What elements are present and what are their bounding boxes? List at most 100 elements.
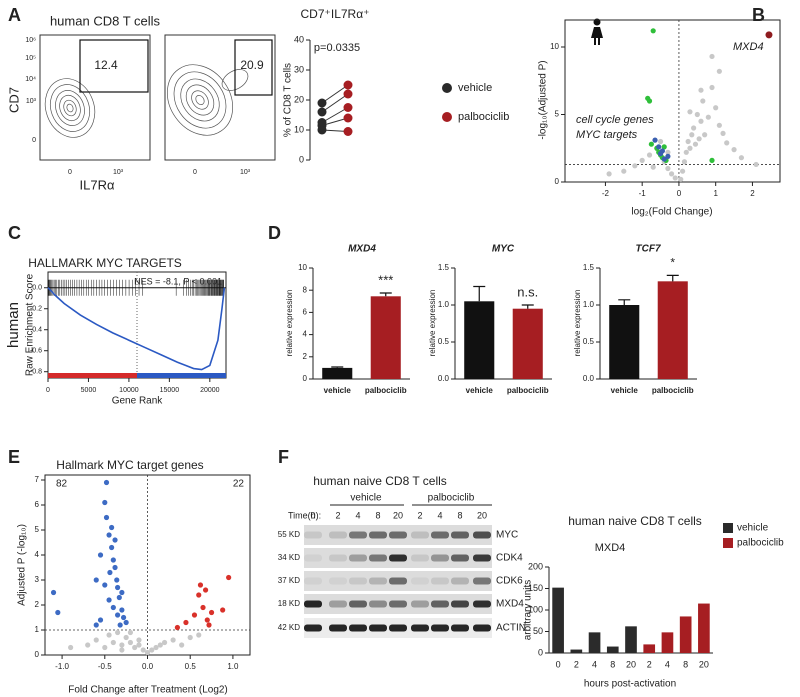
y-tick-label: 6 [303, 308, 308, 317]
y-tick-label: 150 [528, 583, 543, 593]
blot-band [411, 577, 429, 585]
point [153, 644, 159, 651]
x-tick-label: 2 [647, 659, 652, 669]
time-point: 4 [437, 510, 442, 520]
point [140, 647, 146, 653]
time-point: 20 [477, 510, 487, 520]
marker-size: 37 KD [278, 576, 300, 585]
y-tick-label: 3 [35, 575, 40, 584]
legend-marker [442, 83, 452, 93]
time-point: 2 [417, 510, 422, 520]
gate [79, 39, 149, 93]
point [646, 98, 653, 104]
point [661, 156, 667, 162]
point [149, 647, 155, 653]
point [161, 639, 168, 646]
blot-band [411, 600, 429, 608]
error-bar [379, 292, 392, 297]
blot-band [329, 554, 347, 562]
x-tick-label: 5000 [81, 387, 97, 394]
point [698, 118, 704, 124]
x-tick-label: -1 [639, 189, 647, 198]
point [713, 105, 719, 111]
annotation: NES = -8.1, P < 0.001 [134, 276, 222, 286]
blot-band [304, 600, 322, 608]
y-tick-label: 1.0 [438, 300, 450, 309]
point [109, 544, 115, 551]
point [665, 153, 671, 159]
marker-size: 18 KD [278, 599, 300, 608]
point [109, 524, 115, 531]
point [136, 642, 142, 648]
x-tick-label: palbociclib [652, 386, 694, 395]
y-axis-label: Adjusted P (-log₁₀) [17, 524, 28, 606]
y-tick-label: 0.0 [583, 374, 595, 383]
blot-band [349, 600, 367, 608]
x-tick-label: 2 [750, 189, 755, 198]
point [206, 622, 212, 628]
blot-band [473, 577, 491, 585]
y-axis-label: -log₁₀(Adjusted P) [538, 60, 549, 139]
chart-title: CD7⁺IL7Rα⁺ [301, 7, 370, 21]
y-tick-label: 0 [35, 650, 40, 659]
chart-title: MXD4 [348, 244, 376, 255]
point [656, 144, 662, 150]
point [55, 609, 61, 616]
bar [661, 632, 674, 653]
point [110, 557, 116, 563]
flow-y-label: CD7 [6, 87, 21, 113]
annotation: n.s. [517, 284, 538, 299]
y-tick-label: 0 [303, 374, 308, 383]
panel-label: A [8, 5, 21, 25]
blot-band [369, 554, 387, 562]
legend-marker [442, 112, 452, 122]
point [700, 98, 706, 104]
x-tick-label: 20 [699, 659, 709, 669]
x-axis-label: hours post-activation [584, 679, 676, 690]
blot-band [329, 531, 347, 539]
point [317, 98, 327, 108]
blot-band [411, 531, 429, 539]
time-point: 8 [375, 510, 380, 520]
blot-title: human naive CD8 T cells [313, 474, 447, 488]
point [683, 149, 689, 155]
x-tick-label: 2 [574, 659, 579, 669]
y-tick-label: 1.5 [583, 263, 595, 272]
point [174, 624, 180, 631]
x-tick-label: 10000 [119, 387, 139, 394]
point [765, 31, 773, 39]
y-tick-label: 40 [294, 34, 304, 44]
blot-band [304, 554, 322, 562]
point [102, 582, 108, 588]
time-label: Time(h): [288, 510, 321, 520]
legend-label: palbociclib [737, 538, 784, 549]
y-tick-label: 4 [303, 330, 308, 339]
contour [44, 78, 96, 138]
point [639, 157, 645, 163]
y-tick-label: 5 [555, 110, 560, 119]
point [114, 577, 120, 583]
point [226, 574, 232, 581]
panel-label: D [268, 223, 281, 243]
bar [322, 367, 353, 379]
x-axis-label: Gene Rank [112, 396, 164, 407]
time-point: 0 [310, 510, 315, 520]
flow-y-tick: 10³ [26, 98, 37, 105]
blot-band [431, 577, 449, 585]
point [709, 84, 715, 91]
x-tick-label: 0 [46, 387, 50, 394]
y-axis-label: Raw Enrichment Score [25, 273, 36, 376]
panel-label: B [752, 5, 765, 25]
blot-band [473, 554, 491, 562]
point [204, 617, 210, 623]
marker-size: 34 KD [278, 553, 300, 562]
y-tick-label: 0 [538, 647, 543, 657]
point [187, 634, 193, 641]
y-tick-label: 200 [528, 561, 543, 571]
blot-band [431, 600, 449, 608]
bar [625, 626, 637, 653]
icon-body [591, 27, 603, 45]
blot-band [389, 600, 407, 608]
point [343, 80, 353, 90]
